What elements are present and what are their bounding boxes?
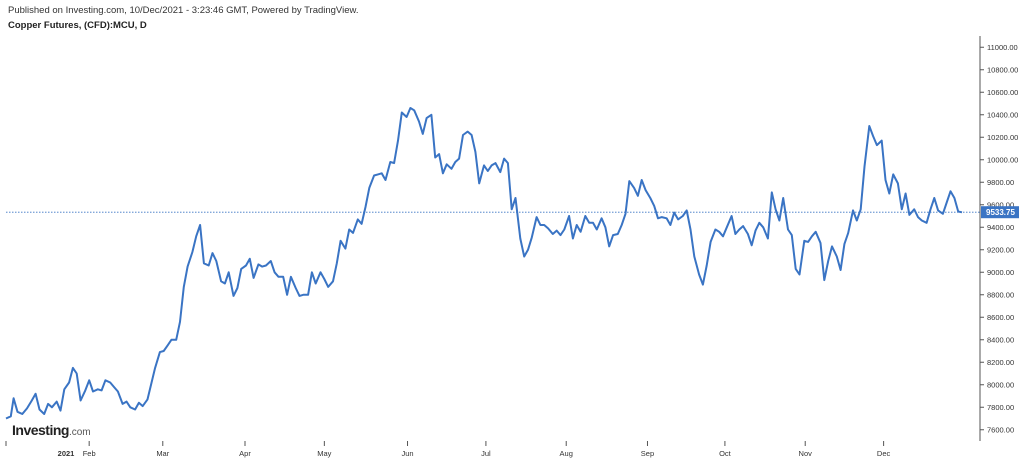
x-tick-label: Oct	[719, 449, 732, 458]
y-tick-label: 10000.00	[987, 155, 1018, 164]
x-tick-label: Aug	[560, 449, 573, 458]
x-tick-label: Dec	[877, 449, 891, 458]
y-tick-label: 9200.00	[987, 245, 1014, 254]
logo-main: Investing	[12, 422, 69, 438]
y-tick-label: 8600.00	[987, 313, 1014, 322]
logo-suffix: .com	[68, 427, 91, 438]
x-tick-label: Jun	[401, 449, 413, 458]
y-tick-label: 10200.00	[987, 133, 1018, 142]
y-tick-label: 9000.00	[987, 268, 1014, 277]
x-tick-label: Apr	[239, 449, 251, 458]
investing-logo: Investing.com	[12, 422, 91, 438]
y-tick-label: 10400.00	[987, 110, 1018, 119]
last-price-value: 9533.75	[986, 208, 1015, 217]
y-tick-label: 8800.00	[987, 290, 1014, 299]
y-tick-label: 11000.00	[987, 43, 1018, 52]
y-tick-label: 10600.00	[987, 88, 1018, 97]
x-axis: 2021 Feb Mar Apr May Jun Jul Aug Sep Oct Nov Dec	[5, 441, 891, 458]
y-tick-label: 8400.00	[987, 335, 1014, 344]
x-tick-label: 2021	[58, 449, 75, 458]
y-tick-label: 7800.00	[987, 403, 1014, 412]
chart-title: Copper Futures, (CFD):MCU, D	[8, 20, 147, 31]
price-series-line	[5, 107, 963, 420]
y-tick-label: 7600.00	[987, 425, 1014, 434]
x-tick-label: Mar	[156, 449, 169, 458]
last-price-badge	[981, 206, 1019, 219]
y-tick-label: 9800.00	[987, 178, 1014, 187]
y-tick-label: 8000.00	[987, 380, 1014, 389]
x-tick-label: Jul	[481, 449, 491, 458]
x-tick-label: Nov	[799, 449, 813, 458]
last-price-label: 9533.75	[981, 206, 1019, 219]
y-tick-label: 9600.00	[987, 200, 1014, 209]
x-tick-label: May	[317, 449, 331, 458]
y-axis: 7600.00 7800.00 8000.00 8200.00 8400.00 8600.…	[979, 36, 1018, 441]
published-caption: Published on Investing.com, 10/Dec/2021 …	[8, 5, 359, 16]
x-tick-label: Feb	[83, 449, 96, 458]
y-tick-label: 8200.00	[987, 358, 1014, 367]
y-tick-label: 9400.00	[987, 223, 1014, 232]
x-tick-label: Sep	[641, 449, 654, 458]
y-tick-label: 10800.00	[987, 65, 1018, 74]
